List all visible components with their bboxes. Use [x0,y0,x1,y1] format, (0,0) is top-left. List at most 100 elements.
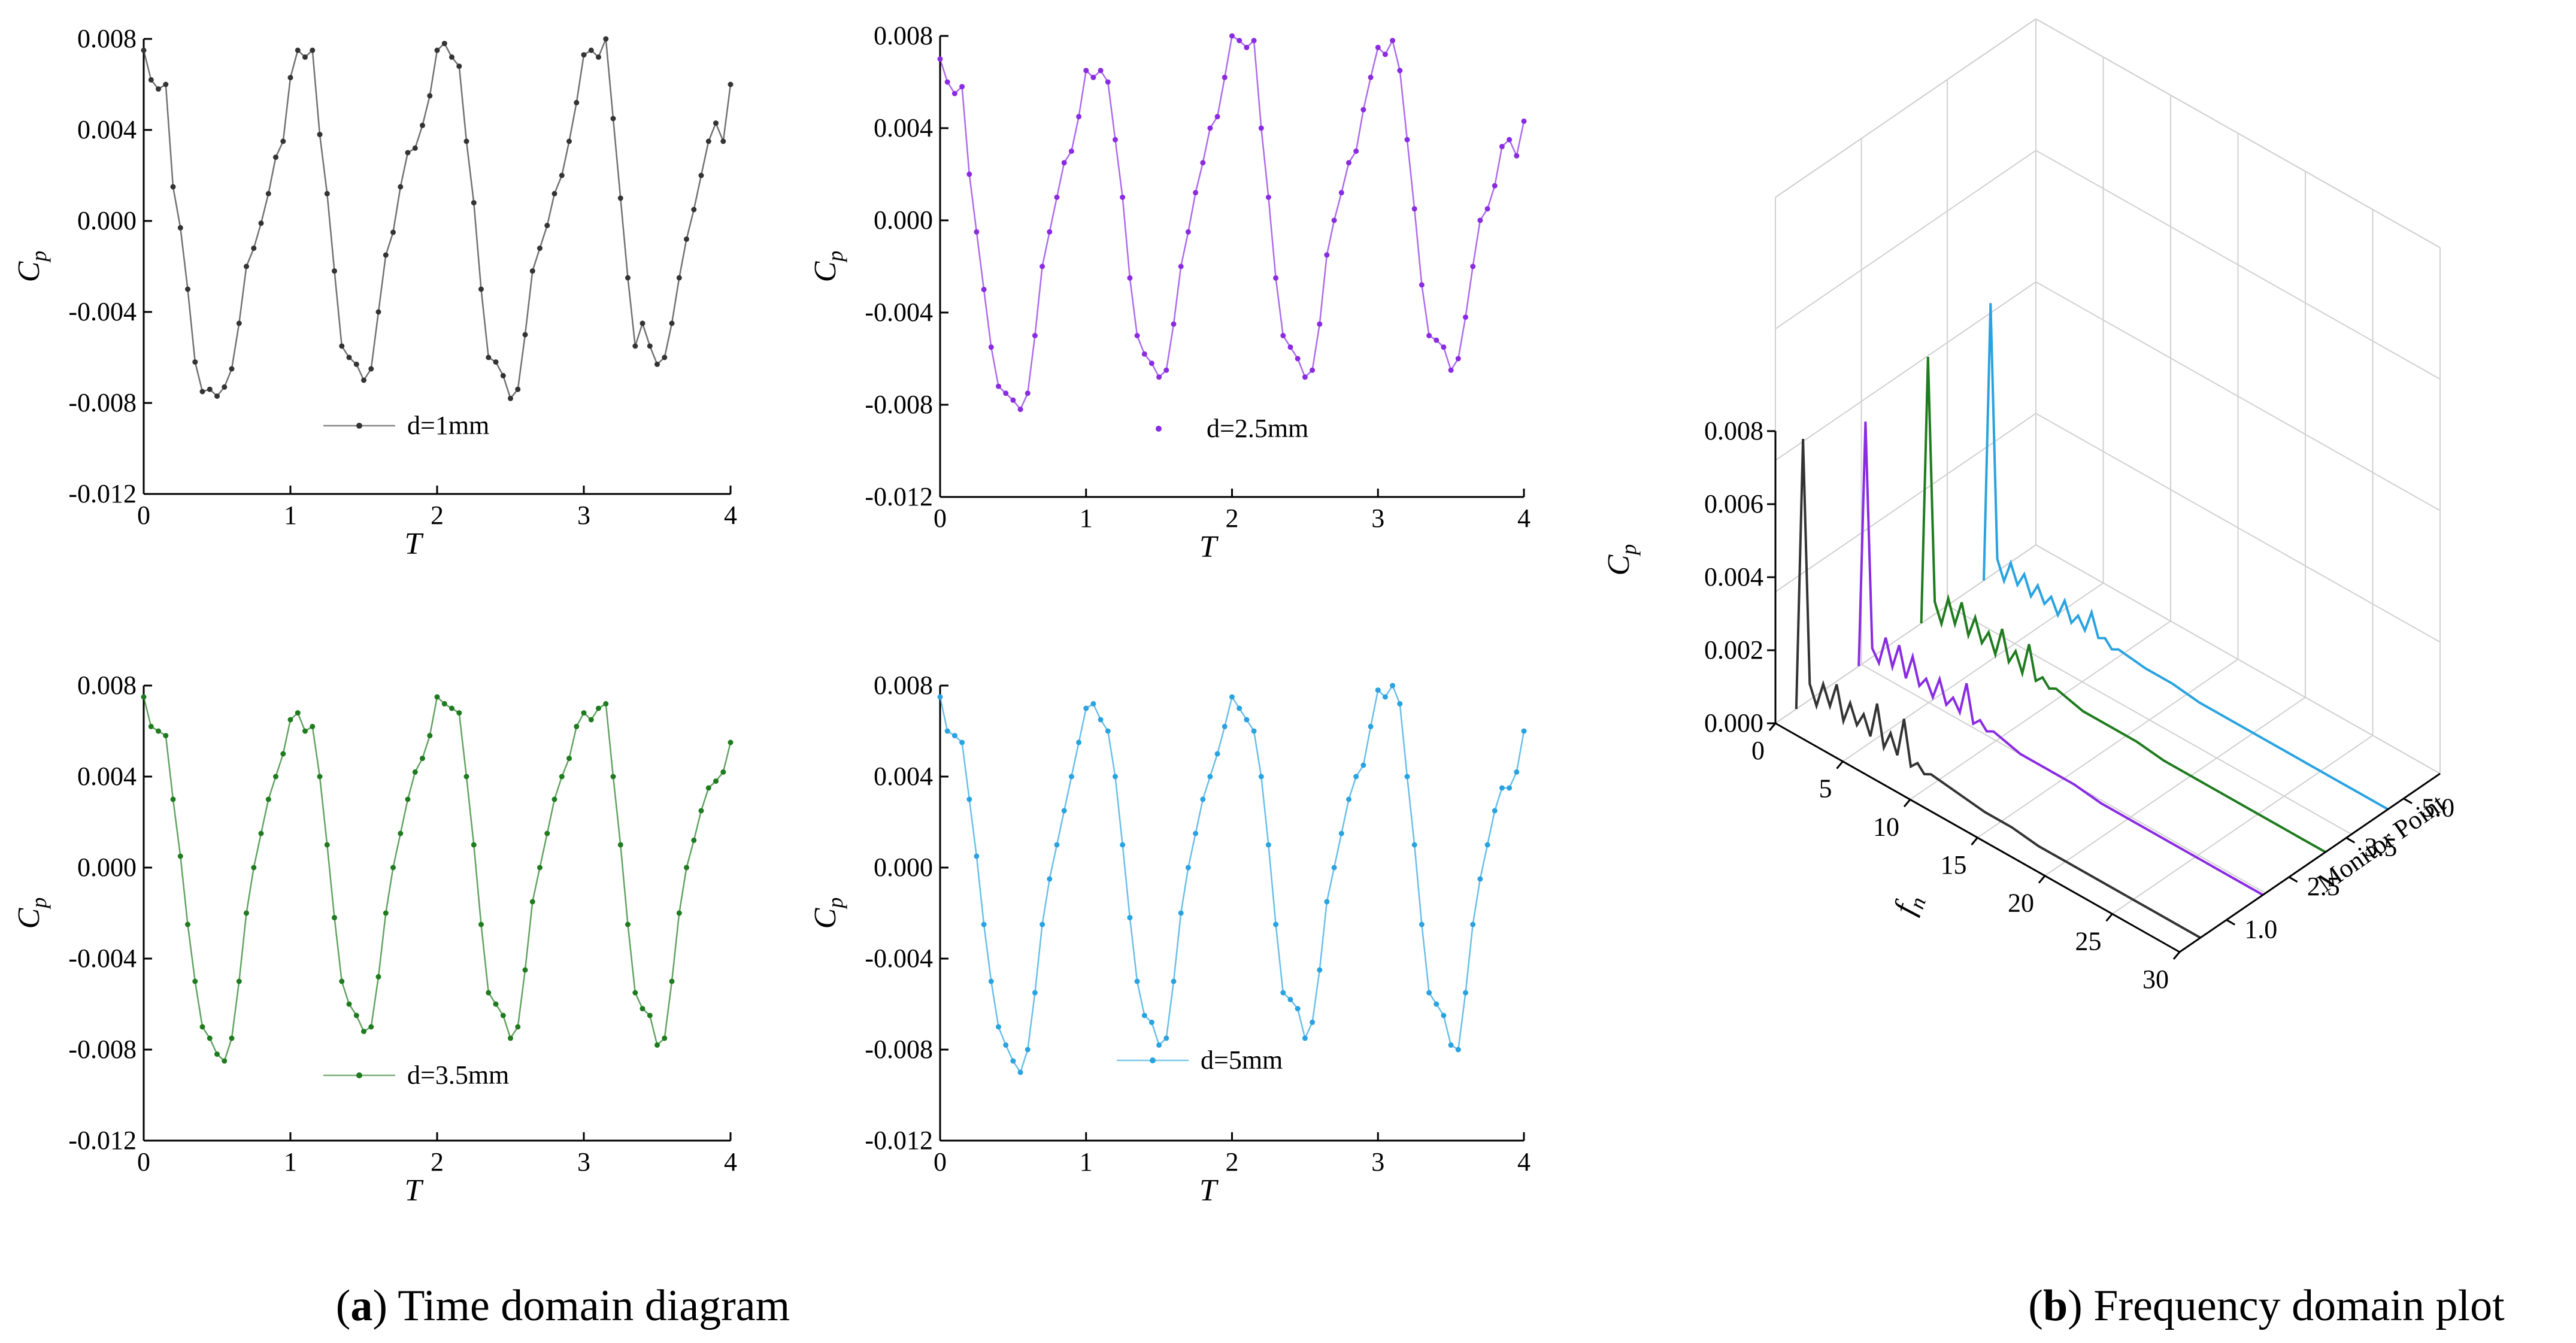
data-point [1521,728,1527,734]
data-point [353,1012,359,1018]
data-point [420,122,425,128]
y-tick-label: -0.012 [865,482,933,511]
data-point [566,756,572,762]
data-point [1083,705,1089,711]
data-point [1434,337,1439,343]
data-point [1171,321,1177,327]
series-line [939,684,1525,1074]
y-tick-label: -0.012 [68,479,137,508]
x-axis-label: T [405,527,424,561]
data-point [640,320,645,326]
data-point [1090,701,1096,707]
data-point [1492,808,1498,814]
data-point [647,343,653,349]
data-point [654,1042,660,1048]
data-point [1448,367,1454,373]
data-point [1317,321,1323,327]
data-point [375,309,381,315]
data-point [1280,990,1286,996]
data-point [295,47,301,53]
data-point [1047,876,1053,882]
data-point [258,220,264,226]
data-point [1141,1012,1147,1018]
grid-line [1775,544,2036,724]
data-point [324,190,330,196]
data-point [1163,367,1169,373]
freq-tick [2172,951,2181,960]
data-point [1397,701,1403,707]
grid-line [2044,696,2306,877]
freq-tick-label: 20 [2008,889,2034,918]
data-point [456,63,462,69]
freq-tick [1971,837,1978,845]
data-point [1411,842,1417,848]
data-point [1507,785,1513,791]
data-point [1382,51,1388,57]
data-point [412,145,418,151]
data-point [1441,1012,1447,1018]
data-point [617,195,623,201]
data-point [1470,263,1476,269]
monitor-tick [2345,836,2356,844]
data-point [1499,785,1505,791]
data-point [966,796,972,802]
data-point [1229,33,1235,39]
data-point [1040,921,1045,927]
data-point [170,796,176,802]
data-point [1484,842,1490,848]
data-point [728,81,734,87]
y-axis-label: Cp [12,251,51,283]
data-point [1331,865,1337,871]
data-point [1470,921,1476,927]
series-line-5.0 [1983,303,2389,811]
data-point [251,865,257,871]
monitor-tick-label: 5.0 [2422,793,2454,823]
data-point [1098,68,1104,74]
x-tick-label: 2 [431,501,444,530]
data-point [698,172,704,178]
data-point [1368,74,1374,80]
data-point [1448,1042,1454,1048]
frequency-domain-panel: 0.000 0.002 0.004 0.006 0.008 0 5 10 15 20 25 30 1.0… [1602,18,2454,994]
data-point [449,54,454,60]
data-point [156,86,161,92]
data-point [1040,263,1045,269]
x-tick-label: 0 [137,1147,150,1177]
data-point [640,1006,645,1012]
data-point [1484,206,1490,212]
y-tick-label: -0.012 [865,1126,933,1155]
data-point [1148,360,1154,366]
data-point [1113,137,1118,143]
data-point [265,796,271,802]
data-point [1105,728,1111,734]
data-point [515,386,521,392]
grid-line [2035,281,2441,511]
data-point [236,978,242,984]
data-point [596,54,601,60]
data-point [1331,217,1337,223]
data-point [1068,148,1074,154]
data-point [1477,876,1483,882]
data-point [537,245,543,251]
data-point [1141,351,1147,357]
data-point [1426,333,1432,338]
data-point [310,47,316,53]
data-point [1346,796,1351,802]
legend-marker [356,1072,362,1078]
data-point [1499,144,1505,150]
data-point [1068,774,1074,780]
data-point [1441,344,1447,350]
data-point [185,286,190,292]
legend-label: d=3.5mm [407,1060,509,1090]
data-point [1237,705,1242,711]
data-point [684,865,689,871]
data-point [1514,153,1520,159]
y-tick-label: -0.004 [68,944,137,973]
data-point [966,171,972,177]
x-tick-label: 2 [431,1147,444,1177]
data-point [1229,694,1235,700]
data-point [486,354,492,360]
z-tick-label: 0.000 [1704,708,1763,738]
monitor-tick [2403,798,2413,805]
